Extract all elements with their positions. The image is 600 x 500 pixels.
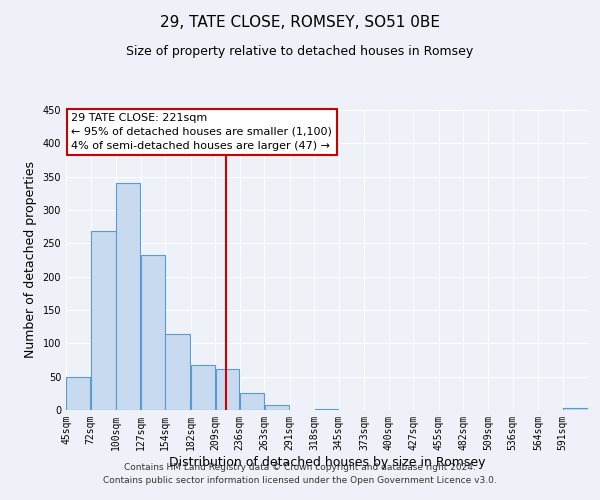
- Bar: [314, 408, 338, 410]
- Text: 29 TATE CLOSE: 221sqm
← 95% of detached houses are smaller (1,100)
4% of semi-de: 29 TATE CLOSE: 221sqm ← 95% of detached …: [71, 113, 332, 151]
- Bar: [141, 256, 165, 410]
- X-axis label: Distribution of detached houses by size in Romsey: Distribution of detached houses by size …: [169, 456, 485, 468]
- Text: Size of property relative to detached houses in Romsey: Size of property relative to detached ho…: [127, 45, 473, 58]
- Text: 29, TATE CLOSE, ROMSEY, SO51 0BE: 29, TATE CLOSE, ROMSEY, SO51 0BE: [160, 15, 440, 30]
- Bar: [191, 364, 215, 410]
- Bar: [116, 184, 140, 410]
- Bar: [265, 406, 289, 410]
- Bar: [240, 394, 264, 410]
- Y-axis label: Number of detached properties: Number of detached properties: [24, 162, 37, 358]
- Bar: [563, 408, 587, 410]
- Bar: [91, 232, 116, 410]
- Bar: [166, 334, 190, 410]
- Bar: [215, 368, 239, 410]
- Text: Contains HM Land Registry data © Crown copyright and database right 2024.
Contai: Contains HM Land Registry data © Crown c…: [103, 464, 497, 485]
- Bar: [67, 376, 90, 410]
